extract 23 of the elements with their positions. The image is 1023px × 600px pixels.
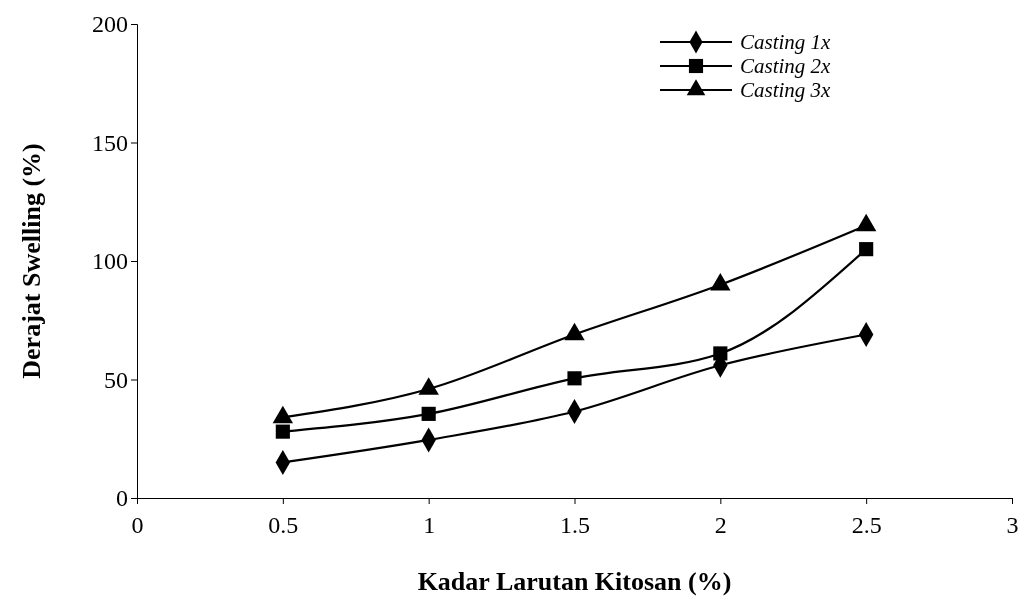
point bbox=[275, 424, 290, 439]
y-tick-label: 200 bbox=[92, 11, 128, 38]
point bbox=[713, 346, 728, 361]
y-tick-label: 150 bbox=[92, 129, 128, 156]
point bbox=[855, 213, 877, 232]
y-tick-label: 100 bbox=[92, 248, 128, 275]
x-tick-label: 0.5 bbox=[268, 512, 299, 539]
point bbox=[421, 406, 436, 421]
x-axis-title: Kadar Larutan Kitosan (%) bbox=[417, 567, 732, 596]
x-tick-label: 2 bbox=[714, 512, 727, 539]
legend-label: Casting 1x bbox=[740, 30, 832, 54]
point bbox=[859, 242, 874, 257]
y-axis-title: Derajat Swelling (%) bbox=[17, 143, 46, 379]
y-tick-label: 50 bbox=[104, 366, 128, 393]
x-tick-label: 1.5 bbox=[560, 512, 590, 539]
x-tick-label: 2.5 bbox=[851, 512, 882, 539]
x-tick-label: 1 bbox=[423, 512, 436, 539]
point bbox=[710, 272, 731, 291]
y-tick-label: 0 bbox=[116, 485, 128, 512]
x-tick-label: 3 bbox=[1006, 512, 1019, 539]
legend-label: Casting 3x bbox=[740, 78, 832, 102]
legend-label: Casting 2x bbox=[740, 54, 832, 78]
point bbox=[567, 371, 582, 386]
